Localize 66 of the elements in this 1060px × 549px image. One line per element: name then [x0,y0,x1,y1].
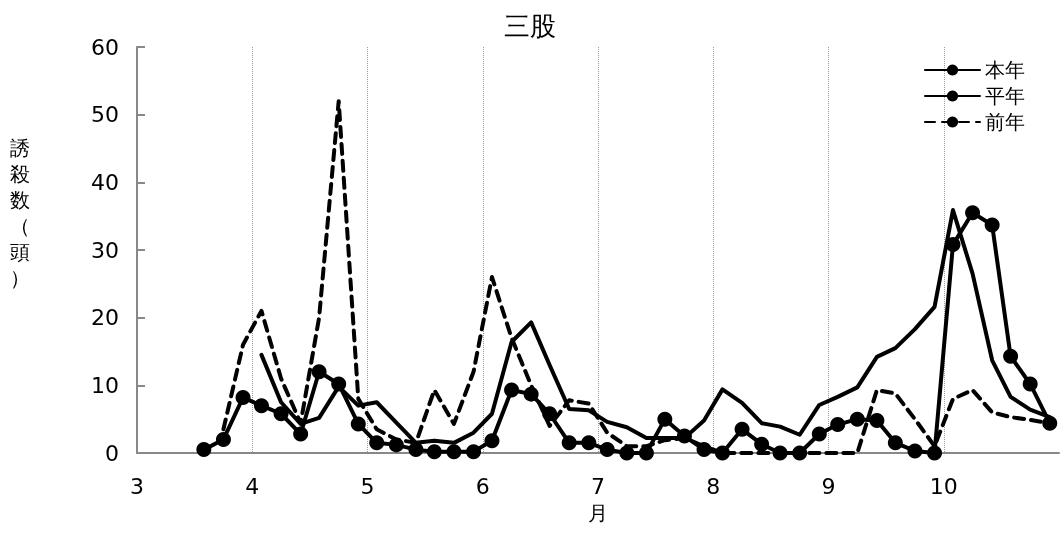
point [581,435,597,451]
point [965,205,981,221]
point [1042,415,1058,431]
point [772,445,788,461]
point [504,382,520,398]
point [542,406,558,422]
point [484,433,500,449]
point [215,431,231,447]
point [734,421,750,437]
point [887,435,903,451]
point [714,445,730,461]
x-tick-label: 8 [706,473,721,499]
point [792,445,808,461]
point [657,411,673,427]
y-tick-label: 0 [105,440,119,466]
point [196,442,212,458]
point [830,417,846,433]
point [599,442,615,458]
point [466,444,482,460]
x-tick-label: 4 [245,473,260,499]
point [331,376,347,392]
point [676,428,692,444]
point [849,411,865,427]
legend-label: 平年 [985,84,1025,108]
point [1022,376,1038,392]
point [1003,348,1019,364]
point [388,437,404,453]
x-tick-label: 5 [360,473,375,499]
point [754,436,770,452]
point [811,426,827,442]
point [235,390,251,406]
y-tick-label: 30 [91,237,119,263]
point [311,364,327,380]
point [523,386,539,402]
y-axis-title: 誘殺数（頭） [10,136,30,290]
x-tick-label: 10 [929,473,958,499]
point [408,442,424,458]
point [350,416,366,432]
y-tick-label: 10 [91,372,119,398]
x-tick-label: 7 [591,473,605,499]
point [984,217,1000,233]
point [869,413,885,429]
x-axis-title: 月 [588,501,608,525]
legend-label: 本年 [985,58,1025,82]
legend-label: 前年 [985,110,1025,134]
point [696,442,712,458]
point [369,435,385,451]
y-tick-label: 40 [91,169,119,195]
point [638,445,654,461]
point [446,444,462,460]
point [426,444,442,460]
point [293,426,309,442]
x-tick-label: 9 [821,473,836,499]
x-tick-label: 6 [475,473,490,499]
point [561,435,577,451]
x-tick-label: 3 [130,473,144,499]
y-tick-label: 20 [91,305,119,331]
point [927,445,943,461]
point [945,237,961,253]
point [253,398,269,414]
chart-title: 三股 [504,11,556,41]
y-tick-label: 50 [91,102,119,128]
point [619,445,635,461]
point [907,443,923,459]
y-tick-label: 60 [91,34,119,60]
point [273,406,289,422]
